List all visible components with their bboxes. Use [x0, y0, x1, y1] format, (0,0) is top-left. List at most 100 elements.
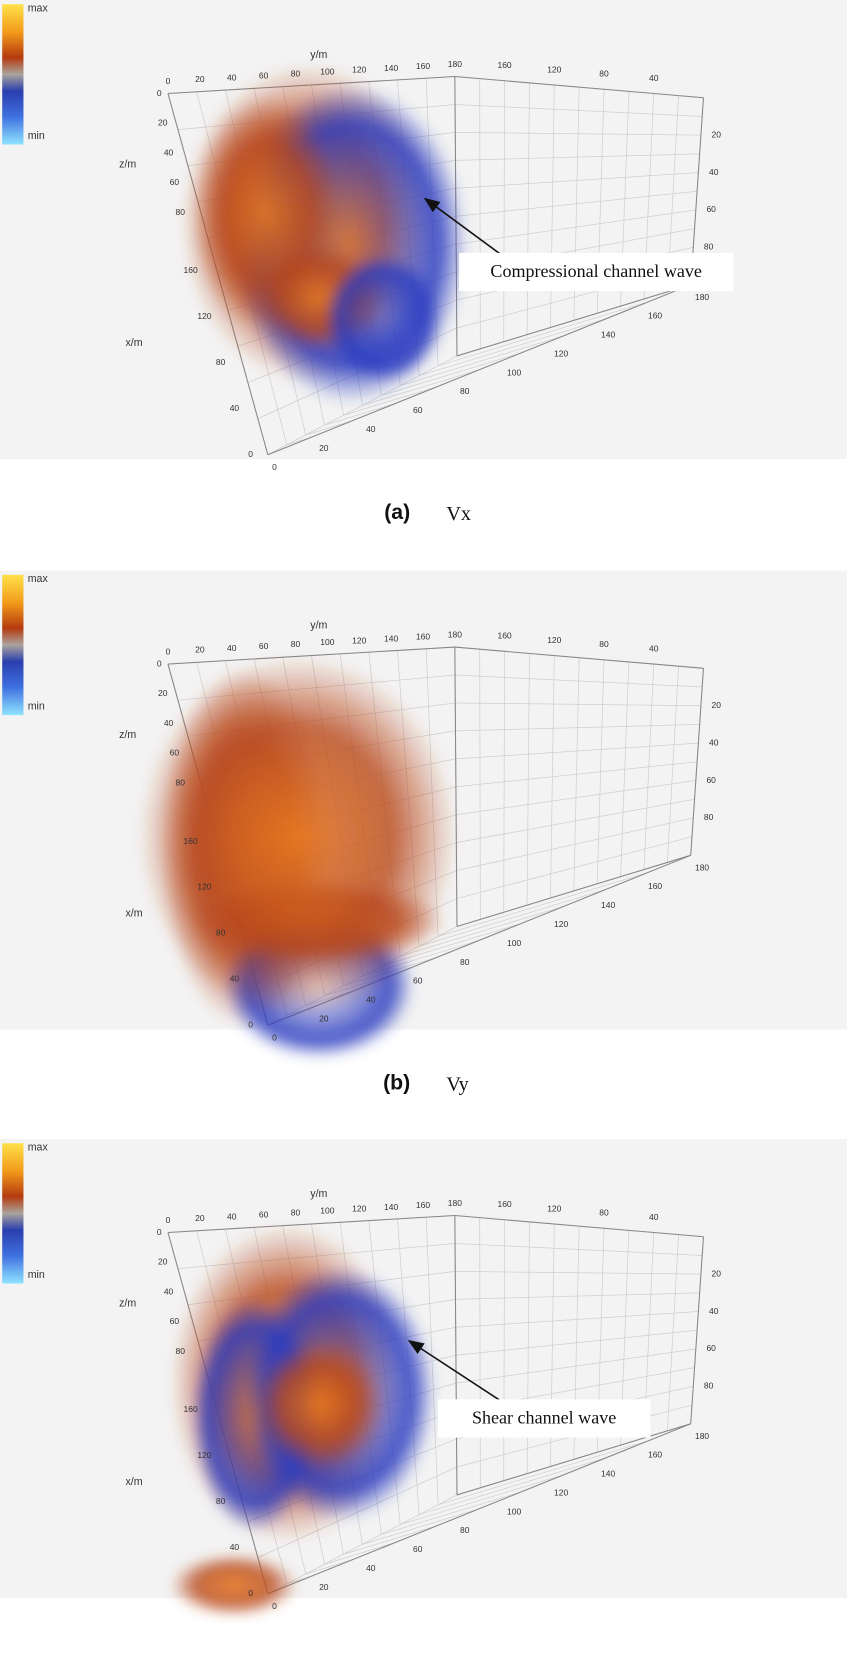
- y-tick-label: 60: [259, 641, 269, 651]
- panel: max min 0 20 40 60 80 100 120 140 160 180 160 120 80 40…: [0, 570, 847, 1096]
- grid-line: [456, 854, 691, 928]
- x-tick-label: 60: [413, 1544, 423, 1554]
- x-tick-label: 160: [648, 311, 662, 321]
- grid-line: [437, 871, 649, 937]
- x-tick-label: 0: [248, 449, 253, 459]
- y-tick-label: 80: [599, 1208, 609, 1218]
- z-tick-label: 60: [170, 177, 180, 187]
- y-tick-label: 160: [497, 1199, 511, 1209]
- panel-component: Vx: [446, 503, 471, 525]
- grid-line: [690, 1236, 704, 1424]
- wave-blob: [324, 255, 442, 383]
- x-axis-label: x/m: [125, 908, 142, 920]
- grid-line: [456, 1348, 696, 1384]
- z-tick-label: 80: [704, 1381, 714, 1391]
- x-tick-label: 20: [319, 443, 329, 453]
- x-tick-label: 40: [366, 995, 376, 1005]
- z-tick-label: 60: [706, 775, 716, 785]
- grid-line: [267, 1423, 691, 1595]
- x-tick-label: 60: [413, 405, 423, 415]
- z-tick-label: 40: [709, 167, 719, 177]
- grid-line: [343, 386, 438, 416]
- x-tick-label: 80: [216, 357, 226, 367]
- panel: max min 0 20 40 60 80 100 120 140 160 180 160 120 80 40…: [0, 0, 847, 525]
- panel-letter: (b): [383, 1070, 410, 1094]
- x-axis-label: x/m: [125, 337, 142, 349]
- y-tick-label: 100: [320, 67, 334, 77]
- x-tick-label: 40: [230, 974, 240, 984]
- z-tick-label: 0: [157, 658, 162, 668]
- x-tick-label: 0: [248, 1588, 253, 1598]
- x-tick-label: 0: [272, 462, 277, 472]
- panel-letter: (a): [384, 500, 410, 524]
- grid-line: [455, 761, 698, 788]
- colorbar-max: max: [28, 1141, 49, 1153]
- z-axis-label: z/m: [119, 1298, 136, 1310]
- grid-line: [400, 335, 564, 386]
- grid-line: [454, 1214, 704, 1238]
- annotation-box: [437, 1399, 651, 1438]
- y-tick-label: 160: [416, 1200, 430, 1210]
- y-tick-label: 160: [497, 631, 511, 641]
- grid-line: [419, 888, 607, 947]
- x-tick-label: 180: [695, 862, 709, 872]
- x-tick-label: 20: [319, 1013, 329, 1023]
- z-tick-label: 40: [709, 1306, 719, 1316]
- z-tick-label: 20: [712, 700, 722, 710]
- z-tick-label: 60: [706, 1343, 716, 1353]
- z-tick-label: 40: [164, 1286, 174, 1296]
- y-axis-label: y/m: [310, 49, 327, 61]
- grid-line: [456, 1423, 691, 1496]
- grid-line: [455, 1329, 698, 1356]
- z-tick-label: 20: [712, 129, 722, 139]
- x-tick-label: 120: [554, 919, 568, 929]
- x-tick-label: 120: [554, 348, 568, 358]
- x-tick-label: 80: [460, 386, 470, 396]
- x-tick-label: 140: [601, 1469, 615, 1479]
- wave-blob: [170, 1553, 298, 1618]
- grid-line: [596, 659, 605, 884]
- colorbar: [2, 1143, 24, 1284]
- x-tick-label: 40: [230, 1542, 240, 1552]
- grid-line: [454, 75, 704, 99]
- annotation: Shear channel wave: [472, 1408, 616, 1428]
- y-tick-label: 100: [320, 637, 334, 647]
- colorbar-min: min: [28, 130, 45, 142]
- colorbar-min: min: [28, 700, 45, 712]
- y-tick-label: 120: [352, 635, 366, 645]
- x-tick-label: 100: [507, 938, 521, 948]
- y-tick-label: 80: [291, 1208, 301, 1218]
- z-tick-label: 60: [170, 1316, 180, 1326]
- x-tick-label: 120: [197, 1450, 211, 1460]
- grid-line: [324, 1542, 395, 1565]
- y-tick-label: 120: [547, 635, 561, 645]
- wave-volume: [138, 655, 457, 1060]
- annotation-box: [459, 252, 734, 292]
- grid-line: [362, 1508, 480, 1545]
- grid-line: [362, 369, 480, 406]
- z-tick-label: 80: [704, 812, 714, 822]
- x-tick-label: 40: [230, 403, 240, 413]
- y-tick-label: 140: [384, 63, 398, 73]
- grid-line: [456, 817, 694, 871]
- y-tick-label: 160: [416, 632, 430, 642]
- grid-line: [267, 284, 691, 456]
- grid-line: [419, 318, 607, 377]
- y-tick-label: 0: [166, 76, 171, 86]
- x-tick-label: 140: [601, 330, 615, 340]
- grid-line: [690, 668, 704, 856]
- z-tick-label: 20: [712, 1268, 722, 1278]
- z-tick-label: 0: [157, 1227, 162, 1237]
- x-tick-label: 60: [413, 976, 423, 986]
- grid-line: [343, 1525, 438, 1555]
- grid-line: [267, 355, 458, 456]
- y-tick-label: 40: [227, 1211, 237, 1221]
- grid-line: [324, 403, 395, 426]
- grid-line: [400, 905, 564, 957]
- x-tick-label: 140: [601, 900, 615, 910]
- grid-line: [456, 798, 695, 844]
- x-tick-label: 80: [460, 957, 470, 967]
- y-tick-label: 120: [547, 64, 561, 74]
- y-tick-label: 140: [384, 633, 398, 643]
